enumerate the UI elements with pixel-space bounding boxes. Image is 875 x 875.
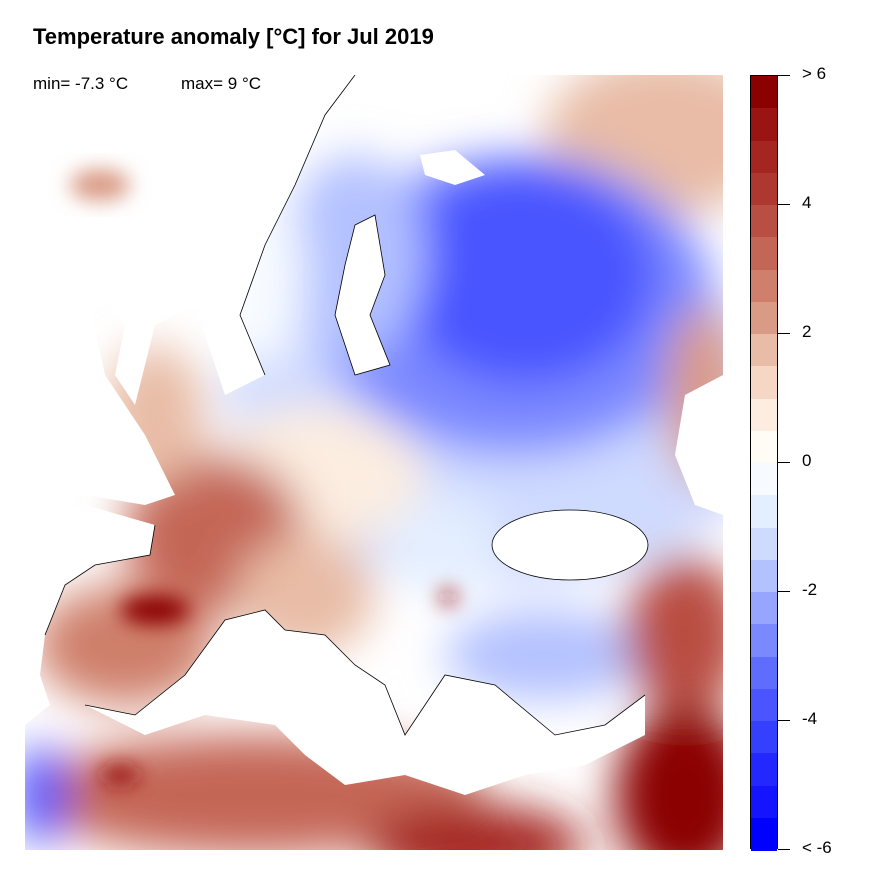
colorbar-bin	[751, 753, 777, 786]
colorbar-tick	[778, 204, 790, 205]
colorbar-bin	[751, 172, 777, 206]
colorbar-bin	[751, 688, 777, 722]
colorbar-bin	[751, 108, 777, 141]
colorbar-bin	[751, 721, 777, 754]
colorbar-tick	[778, 462, 790, 463]
colorbar	[750, 75, 778, 851]
colorbar-tick-label: < -6	[802, 838, 832, 857]
coastlines	[44, 75, 649, 736]
colorbar-bin	[751, 205, 777, 238]
colorbar-bin	[751, 366, 777, 399]
colorbar-tick-label: 0	[802, 451, 812, 470]
colorbar-bin	[751, 785, 777, 819]
colorbar-bin	[751, 301, 777, 335]
colorbar-bin	[751, 398, 777, 432]
colorbar-bin	[751, 817, 777, 851]
colorbar-tick-label: > 6	[802, 64, 827, 83]
colorbar-tick	[778, 849, 790, 850]
colorbar-tick	[778, 333, 790, 334]
sea-mask	[25, 75, 723, 795]
colorbar-bin	[751, 76, 777, 109]
colorbar-bin	[751, 430, 777, 464]
colorbar-tick	[778, 75, 790, 76]
colorbar-tick	[778, 591, 790, 592]
colorbar-tick-label: 4	[802, 193, 812, 212]
colorbar-bin	[751, 495, 777, 528]
colorbar-bin	[751, 656, 777, 690]
colorbar-bin	[751, 140, 777, 174]
colorbar-bin	[751, 527, 777, 561]
colorbar-bin	[751, 559, 777, 593]
colorbar-bin	[751, 463, 777, 496]
min-label: min= -7.3 °C	[31, 74, 131, 94]
colorbar-bin	[751, 334, 777, 367]
colorbar-bin	[751, 592, 777, 625]
colorbar-bin	[751, 237, 777, 270]
colorbar-tick-label: -4	[802, 709, 818, 728]
map-title: Temperature anomaly [°C] for Jul 2019	[33, 24, 434, 49]
colorbar-tick-label: 2	[802, 322, 812, 341]
colorbar-bin	[751, 624, 777, 657]
colorbar-tick-label: -2	[802, 580, 818, 599]
colorbar-bin	[751, 269, 777, 303]
anomaly-map	[25, 75, 723, 850]
colorbar-tick	[778, 720, 790, 721]
max-label: max= 9 °C	[179, 74, 264, 94]
